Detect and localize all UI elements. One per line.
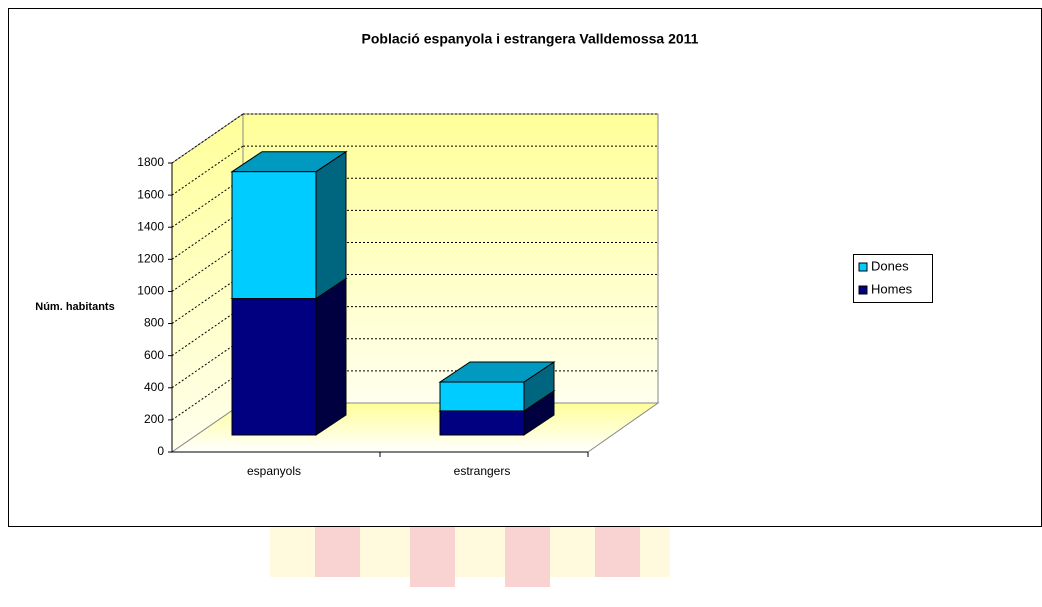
bar bbox=[439, 381, 525, 412]
y-tick-label: 600 bbox=[144, 348, 164, 362]
bar-side bbox=[315, 150, 347, 300]
x-tick-label: espanyols bbox=[247, 464, 301, 478]
bar bbox=[231, 298, 317, 436]
y-tick-label: 400 bbox=[144, 380, 164, 394]
x-tick-label: estrangers bbox=[454, 464, 511, 478]
y-tick-label: 1800 bbox=[137, 155, 164, 169]
y-tick-label: 1000 bbox=[137, 284, 164, 298]
background-flag bbox=[270, 527, 670, 587]
y-tick-label: 1600 bbox=[137, 187, 164, 201]
legend-label: Dones bbox=[871, 258, 909, 273]
y-tick-label: 0 bbox=[157, 444, 164, 458]
y-tick-label: 1200 bbox=[137, 252, 164, 266]
bar bbox=[439, 410, 525, 436]
y-tick-label: 200 bbox=[144, 412, 164, 426]
y-axis-title: Núm. habitants bbox=[35, 301, 114, 313]
legend-swatch bbox=[858, 285, 868, 295]
y-tick-label: 1400 bbox=[137, 219, 164, 233]
chart-title: Població espanyola i estrangera Valldemo… bbox=[362, 31, 699, 47]
y-tick-label: 800 bbox=[144, 316, 164, 330]
legend-label: Homes bbox=[871, 281, 913, 296]
legend-swatch bbox=[858, 262, 868, 272]
bar-side bbox=[315, 277, 347, 436]
bar bbox=[231, 171, 317, 300]
